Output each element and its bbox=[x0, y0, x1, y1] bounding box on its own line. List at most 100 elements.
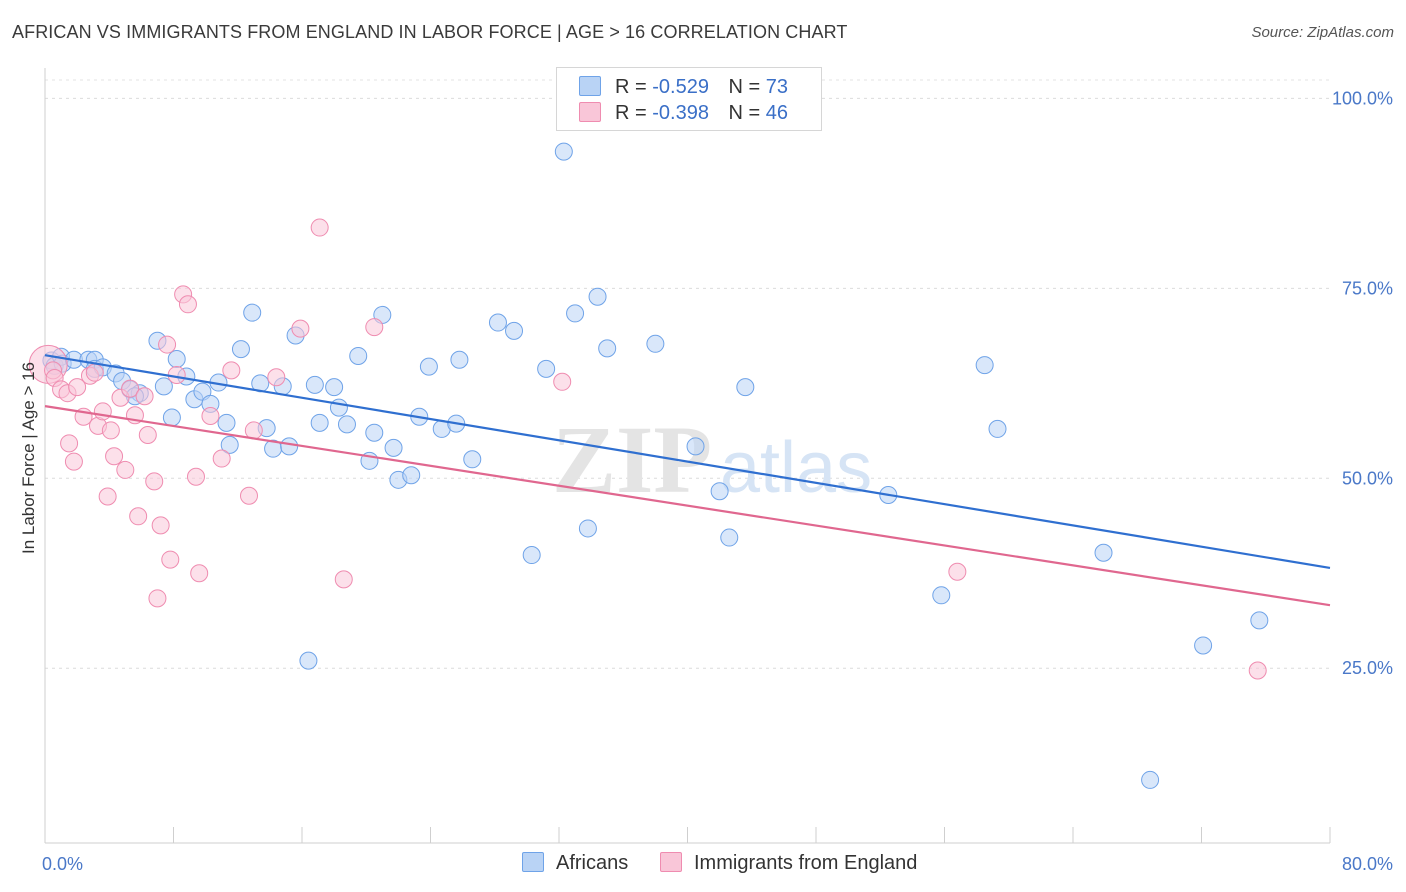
data-point bbox=[1141, 770, 1160, 789]
y-tick-label: 75.0% bbox=[1342, 278, 1393, 298]
x-tick-label-min: 0.0% bbox=[42, 854, 83, 874]
series-swatch-england bbox=[660, 852, 682, 872]
legend-n-label: N = bbox=[728, 102, 761, 124]
data-point bbox=[1248, 661, 1267, 680]
legend-n-value-england: 46 bbox=[765, 102, 789, 124]
data-point bbox=[1094, 543, 1113, 562]
data-point bbox=[167, 350, 186, 369]
chart-title: AFRICAN VS IMMIGRANTS FROM ENGLAND IN LA… bbox=[12, 22, 848, 42]
data-point bbox=[222, 361, 241, 380]
series-legend: Africans Immigrants from England bbox=[0, 852, 1406, 878]
data-points bbox=[28, 142, 1269, 789]
data-point bbox=[736, 378, 755, 397]
watermark-zip: ZIP bbox=[552, 406, 712, 513]
data-point bbox=[154, 377, 173, 396]
chart-source: Source: ZipAtlas.com bbox=[1251, 24, 1394, 41]
data-point bbox=[325, 378, 344, 397]
data-point bbox=[280, 437, 299, 456]
correlation-legend: R = -0.529 N = 73 R = -0.398 N = 46 bbox=[556, 67, 822, 131]
legend-n-value-africans: 73 bbox=[765, 76, 789, 98]
data-point bbox=[151, 516, 170, 535]
trend-line bbox=[44, 405, 1331, 607]
trend-lines bbox=[44, 354, 1331, 607]
data-point bbox=[64, 452, 83, 471]
data-point bbox=[988, 419, 1007, 438]
legend-r-value-africans: -0.529 bbox=[652, 76, 709, 98]
data-point bbox=[948, 562, 967, 581]
data-point bbox=[299, 651, 318, 670]
data-point bbox=[537, 359, 556, 378]
x-tick-label-max: 80.0% bbox=[1342, 854, 1393, 874]
y-tick-label: 100.0% bbox=[1332, 88, 1393, 108]
data-point bbox=[186, 467, 205, 486]
data-point bbox=[1194, 636, 1213, 655]
data-point bbox=[121, 379, 140, 398]
legend-swatch-africans bbox=[579, 76, 601, 96]
data-point bbox=[566, 304, 585, 323]
data-point bbox=[402, 466, 421, 485]
y-axis-label: In Labor Force | Age > 16 bbox=[19, 362, 38, 554]
legend-row-africans: R = -0.529 N = 73 bbox=[579, 76, 788, 100]
data-point bbox=[116, 460, 135, 479]
data-point bbox=[310, 218, 329, 237]
data-point bbox=[98, 487, 117, 506]
y-tick-label: 25.0% bbox=[1342, 658, 1393, 678]
data-point bbox=[291, 319, 310, 338]
data-point bbox=[148, 589, 167, 608]
data-point bbox=[85, 363, 104, 382]
data-point bbox=[243, 303, 262, 322]
data-point bbox=[932, 586, 951, 605]
data-point bbox=[217, 413, 236, 432]
data-point bbox=[93, 402, 112, 421]
data-point bbox=[135, 387, 154, 406]
data-point bbox=[334, 570, 353, 589]
data-point bbox=[310, 413, 329, 432]
watermark: ZIP atlas bbox=[552, 406, 872, 513]
data-point bbox=[598, 339, 617, 358]
series-swatch-africans bbox=[522, 852, 544, 872]
trend-line bbox=[44, 354, 1331, 570]
data-point bbox=[384, 438, 403, 457]
data-point bbox=[101, 421, 120, 440]
data-point bbox=[231, 340, 250, 359]
data-point bbox=[588, 287, 607, 306]
data-point bbox=[975, 356, 994, 375]
data-point bbox=[522, 546, 541, 565]
data-point bbox=[239, 486, 258, 505]
data-point bbox=[1250, 611, 1269, 630]
series-legend-england[interactable]: Immigrants from England bbox=[660, 852, 917, 875]
data-point bbox=[488, 313, 507, 332]
data-point bbox=[337, 415, 356, 434]
data-point bbox=[220, 435, 239, 454]
legend-r-value-england: -0.398 bbox=[652, 102, 709, 124]
data-point bbox=[463, 450, 482, 469]
watermark-atlas: atlas bbox=[720, 428, 872, 508]
data-point bbox=[349, 346, 368, 365]
data-point bbox=[212, 449, 231, 468]
data-point bbox=[710, 482, 729, 501]
data-point bbox=[60, 434, 79, 453]
data-point bbox=[505, 321, 524, 340]
legend-n-label: N = bbox=[728, 76, 761, 98]
legend-r-label: R = bbox=[615, 76, 647, 98]
data-point bbox=[646, 334, 665, 353]
data-point bbox=[365, 318, 384, 337]
data-point bbox=[244, 421, 263, 440]
legend-r-label: R = bbox=[615, 102, 647, 124]
data-point bbox=[553, 372, 572, 391]
series-legend-africans[interactable]: Africans bbox=[522, 852, 628, 875]
data-point bbox=[129, 507, 148, 526]
data-point bbox=[329, 398, 348, 417]
axes: 100.0% 75.0% 50.0% 25.0% 0.0% 80.0% bbox=[42, 68, 1393, 874]
series-name-africans: Africans bbox=[556, 852, 629, 874]
data-point bbox=[554, 142, 573, 161]
data-point bbox=[145, 472, 164, 491]
y-tick-label: 50.0% bbox=[1342, 468, 1393, 488]
data-point bbox=[267, 368, 286, 387]
series-name-england: Immigrants from England bbox=[694, 852, 918, 874]
data-point bbox=[720, 528, 739, 547]
data-point bbox=[162, 408, 181, 427]
data-point bbox=[365, 423, 384, 442]
data-point bbox=[450, 350, 469, 369]
